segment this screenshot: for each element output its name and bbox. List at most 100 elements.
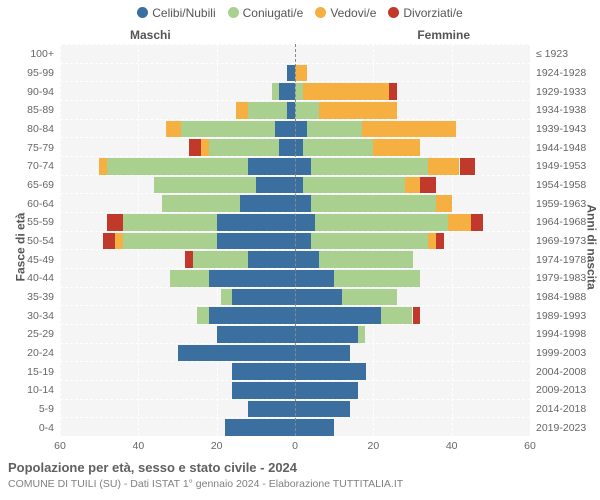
bar-segment-male-single	[275, 121, 295, 138]
bar-segment-female-widowed	[373, 139, 420, 156]
bar-segment-female-married	[342, 289, 397, 306]
bar-segment-male-married	[170, 270, 209, 287]
x-tick-label: 20	[367, 440, 379, 452]
bar-segment-male-single	[225, 419, 296, 436]
bar-segment-male-single	[248, 251, 295, 268]
bar-segment-female-single	[295, 214, 315, 231]
bar-segment-female-widowed	[448, 214, 472, 231]
y-axis-label-right: Anni di nascita	[584, 204, 598, 289]
bar-segment-male-single	[248, 401, 295, 418]
bar-segment-female-widowed	[428, 233, 436, 250]
age-label: 30-34	[27, 310, 54, 322]
bar-segment-male-single	[209, 270, 295, 287]
legend-item: Divorziati/e	[388, 6, 462, 20]
birth-year-label: 1934-1938	[536, 104, 586, 116]
bar-segment-female-single	[295, 251, 319, 268]
age-label: 10-14	[27, 384, 54, 396]
legend-label: Coniugati/e	[243, 6, 304, 20]
age-label: 80-84	[27, 123, 54, 135]
bar-segment-female-widowed	[362, 121, 456, 138]
age-label: 0-4	[39, 422, 54, 434]
x-gridline	[530, 44, 531, 436]
pyramid-plot: 6040200204060100+≤ 192395-991924-192890-…	[60, 44, 530, 436]
bar-segment-male-married	[162, 195, 240, 212]
age-label: 25-29	[27, 328, 54, 340]
birth-year-label: 1954-1958	[536, 179, 586, 191]
bar-segment-female-divorced	[471, 214, 483, 231]
age-label: 5-9	[39, 403, 54, 415]
birth-year-label: 1929-1933	[536, 86, 586, 98]
bar-segment-female-divorced	[413, 307, 421, 324]
legend-label: Vedovi/e	[330, 6, 376, 20]
age-label: 15-19	[27, 366, 54, 378]
bar-segment-female-single	[295, 307, 381, 324]
bar-segment-male-married	[107, 158, 248, 175]
bar-segment-female-widowed	[436, 195, 452, 212]
bar-segment-male-divorced	[185, 251, 193, 268]
column-header-male: Maschi	[130, 28, 171, 42]
bar-segment-female-single	[295, 158, 311, 175]
bar-segment-female-married	[311, 233, 429, 250]
center-axis	[295, 44, 296, 436]
bar-segment-female-single	[295, 270, 334, 287]
bar-segment-male-single	[217, 233, 295, 250]
bar-segment-male-divorced	[189, 139, 201, 156]
birth-year-label: 1964-1968	[536, 216, 586, 228]
bar-segment-female-single	[295, 177, 303, 194]
bar-segment-male-married	[221, 289, 233, 306]
legend-label: Divorziati/e	[403, 6, 462, 20]
bar-segment-male-divorced	[107, 214, 123, 231]
legend-item: Celibi/Nubili	[137, 6, 215, 20]
birth-year-label: 2019-2023	[536, 422, 586, 434]
birth-year-label: 2014-2018	[536, 403, 586, 415]
x-tick-label: 20	[211, 440, 223, 452]
birth-year-label: 1949-1953	[536, 160, 586, 172]
legend-item: Vedovi/e	[315, 6, 376, 20]
x-tick-label: 40	[446, 440, 458, 452]
bar-segment-female-widowed	[295, 65, 307, 82]
bar-segment-male-widowed	[115, 233, 123, 250]
bar-segment-male-married	[209, 139, 280, 156]
bar-segment-male-married	[193, 251, 248, 268]
bar-segment-male-widowed	[166, 121, 182, 138]
age-label: 35-39	[27, 291, 54, 303]
birth-year-label: 1989-1993	[536, 310, 586, 322]
bar-segment-male-single	[287, 102, 295, 119]
legend: Celibi/Nubili Coniugati/e Vedovi/e Divorzia…	[0, 6, 600, 20]
bar-segment-male-married	[123, 214, 217, 231]
bar-segment-female-single	[295, 233, 311, 250]
bar-segment-female-divorced	[436, 233, 444, 250]
age-label: 20-24	[27, 347, 54, 359]
y-axis-label-left: Fasce di età	[13, 213, 27, 282]
bar-segment-female-single	[295, 401, 350, 418]
column-header-female: Femmine	[417, 28, 470, 42]
age-label: 60-64	[27, 198, 54, 210]
bar-segment-female-married	[295, 102, 319, 119]
birth-year-label: 1984-1988	[536, 291, 586, 303]
birth-year-label: 1969-1973	[536, 235, 586, 247]
birth-year-label: 1999-2003	[536, 347, 586, 359]
bar-segment-female-married	[295, 83, 303, 100]
bar-segment-female-married	[311, 158, 429, 175]
birth-year-label: 1994-1998	[536, 328, 586, 340]
bar-segment-female-divorced	[389, 83, 397, 100]
bar-segment-female-single	[295, 195, 311, 212]
bar-segment-female-single	[295, 363, 366, 380]
bar-segment-female-married	[315, 214, 448, 231]
bar-segment-male-single	[209, 307, 295, 324]
legend-label: Celibi/Nubili	[152, 6, 215, 20]
bar-segment-male-single	[279, 139, 295, 156]
age-label: 85-89	[27, 104, 54, 116]
legend-item: Coniugati/e	[228, 6, 304, 20]
age-label: 55-59	[27, 216, 54, 228]
bar-segment-female-single	[295, 289, 342, 306]
bar-segment-male-single	[240, 195, 295, 212]
age-label: 70-74	[27, 160, 54, 172]
legend-swatch	[315, 7, 326, 18]
bar-segment-male-single	[232, 363, 295, 380]
bar-segment-female-widowed	[319, 102, 397, 119]
birth-year-label: 1924-1928	[536, 67, 586, 79]
legend-swatch	[228, 7, 239, 18]
bar-segment-male-married	[154, 177, 256, 194]
bar-segment-male-widowed	[236, 102, 248, 119]
